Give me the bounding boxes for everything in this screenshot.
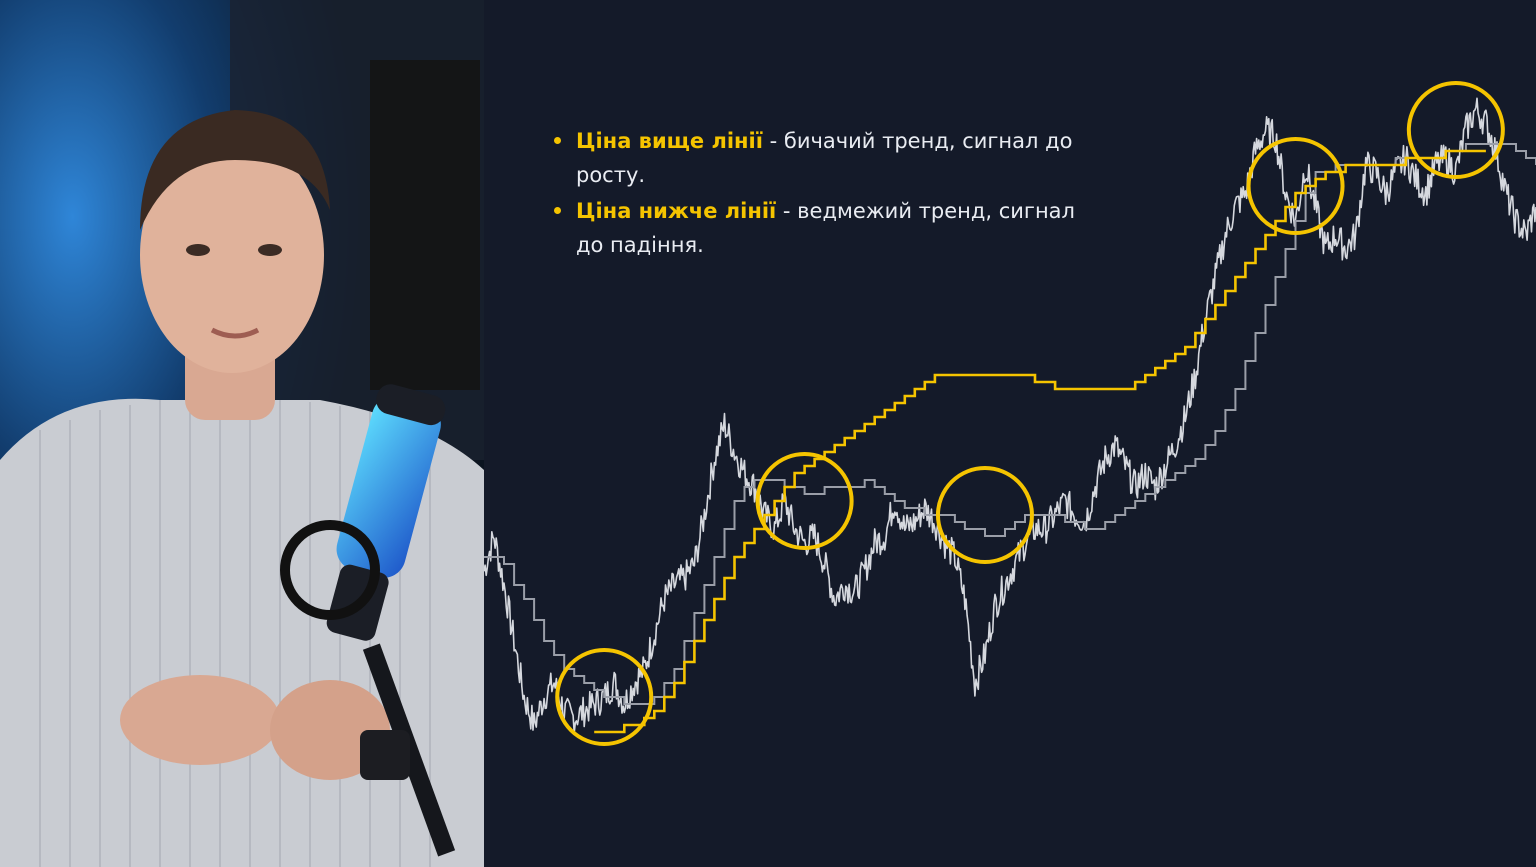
shock-mount <box>280 520 380 620</box>
highlight-circle <box>755 452 854 550</box>
bullet-item-bearish: Ціна нижче лінії - ведмежий тренд, сигна… <box>554 194 1094 262</box>
presenter-video <box>0 0 484 867</box>
highlight-circles-layer <box>555 81 1505 746</box>
gray-average-layer <box>484 143 1536 705</box>
bullet-dot <box>554 207 561 214</box>
left-hand <box>120 675 280 765</box>
highlight-circle <box>555 648 654 746</box>
bullet-dot <box>554 137 561 144</box>
price-chart <box>484 81 1536 746</box>
gray-average-line <box>484 143 1536 705</box>
right-eye <box>258 244 282 256</box>
yellow-average-line <box>594 149 1486 734</box>
bullet-item-bullish: Ціна вище лінії - бичачий тренд, сигнал … <box>554 124 1094 192</box>
watch <box>360 730 410 780</box>
left-eye <box>186 244 210 256</box>
presenter-illustration <box>0 0 484 867</box>
mouth <box>210 327 260 339</box>
highlight-circle <box>935 466 1034 564</box>
price-series-layer <box>484 97 1536 734</box>
highlight-circle <box>1406 81 1505 179</box>
bullet-highlight: Ціна нижче лінії <box>576 199 777 223</box>
yellow-average-layer <box>594 149 1486 734</box>
wall-art <box>370 60 480 390</box>
bullet-text: - ведмежий тренд, сигнал до падіння. <box>576 199 1075 257</box>
bullet-text: - бичачий тренд, сигнал до росту. <box>576 129 1073 187</box>
face <box>140 137 324 373</box>
price-line <box>484 97 1536 734</box>
bullet-list: Ціна вище лінії - бичачий тренд, сигнал … <box>554 124 1094 264</box>
highlight-circle <box>1246 137 1345 235</box>
chart-slide <box>484 0 1536 867</box>
hair <box>140 110 330 230</box>
bullet-highlight: Ціна вище лінії <box>576 129 763 153</box>
